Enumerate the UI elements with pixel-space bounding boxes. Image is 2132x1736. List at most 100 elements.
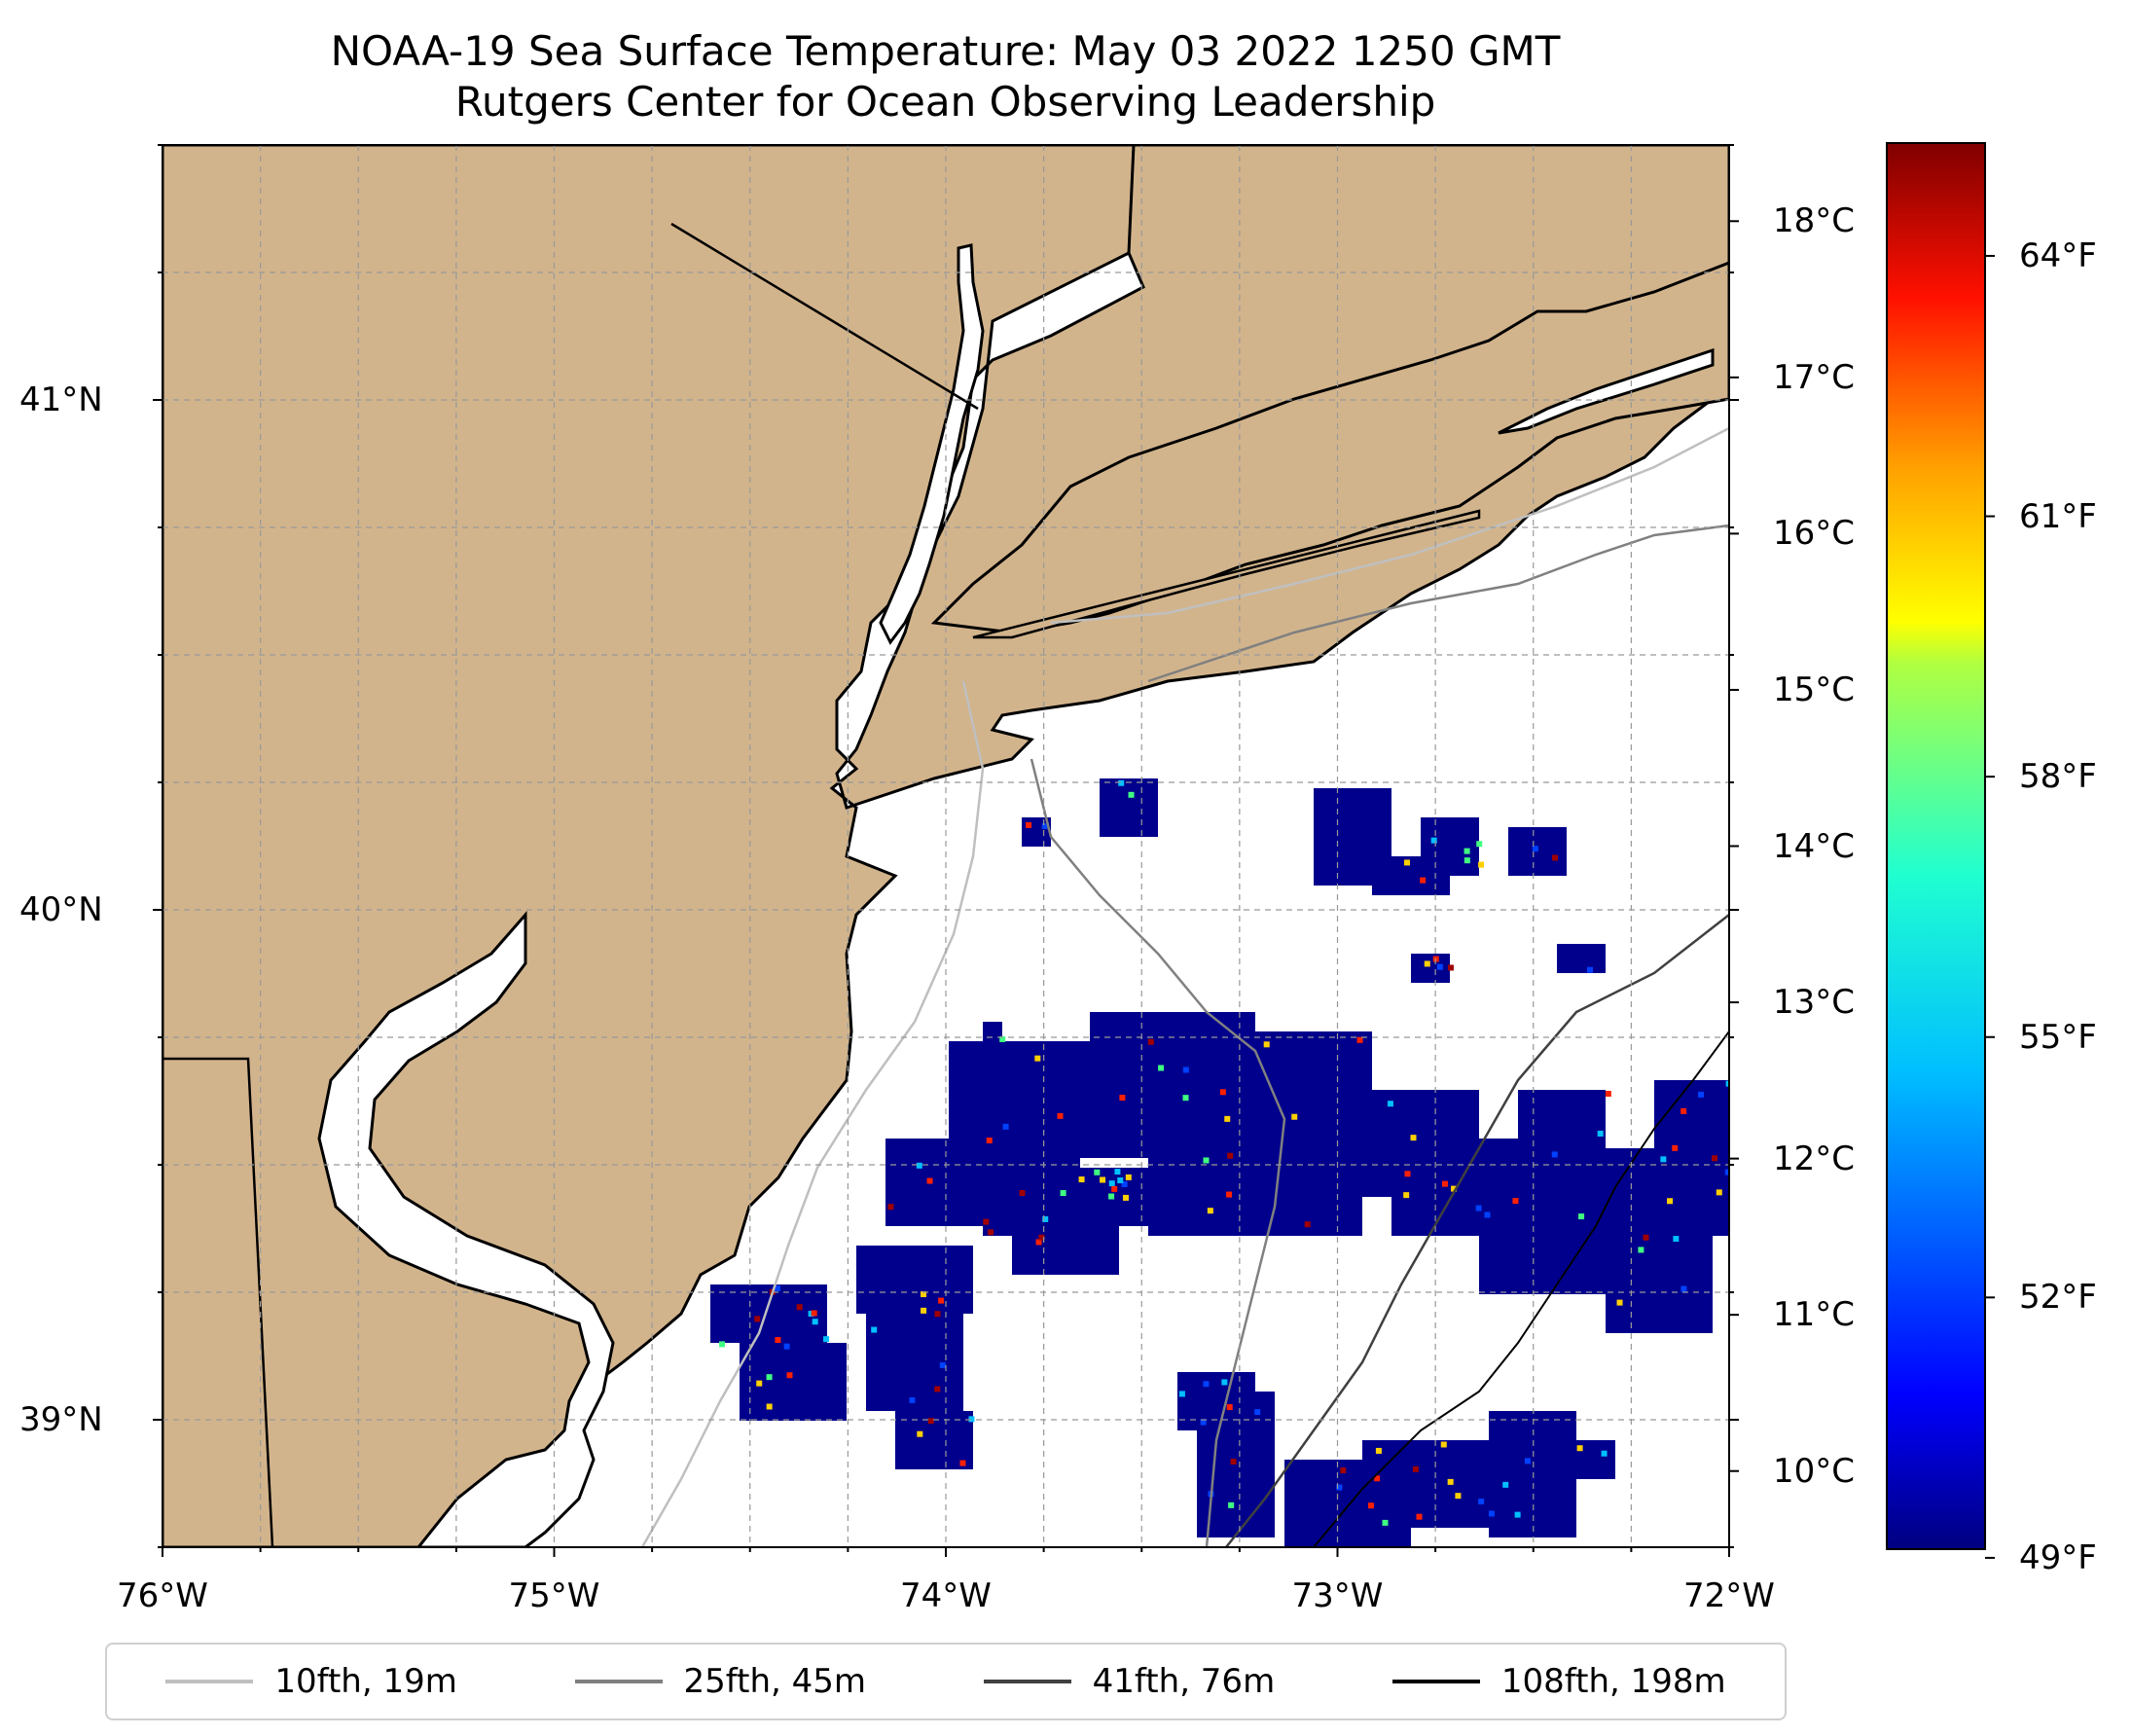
sst-warm-pixel [1227,1152,1234,1159]
legend-label: 108fth, 198m [1500,1662,1726,1701]
sst-warm-pixel [1182,1067,1189,1073]
sst-warm-pixel [1224,1115,1231,1122]
sst-warm-pixel [1724,1169,1729,1175]
sst-warm-pixel [1643,1234,1649,1241]
sst-warm-pixel [1673,1236,1680,1243]
sst-warm-pixel [1367,1502,1374,1509]
sst-warm-pixel [1057,1112,1064,1119]
sst-warm-pixel [921,1307,927,1314]
legend-line-swatch [574,1680,663,1683]
sst-warm-pixel [1226,1404,1233,1411]
sst-warm-pixel [1725,1080,1729,1087]
sst-warm-pixel [1230,1459,1237,1465]
sst-warm-pixel [983,1218,990,1225]
legend-item: 25fth, 45m [574,1662,867,1701]
sst-warm-pixel [1002,1123,1009,1130]
celsius-tick-label: 14°C [1773,826,1856,866]
sst-warm-pixel [1660,1156,1667,1163]
sst-warm-pixel [1488,1510,1495,1517]
sst-warm-pixel [1203,1157,1210,1164]
sst-cold-patch [740,1343,847,1421]
sst-warm-pixel [1219,1089,1226,1096]
state-border-ny-nj [670,222,979,411]
sst-warm-pixel [1158,1065,1165,1071]
legend-label: 10fth, 19m [274,1662,457,1701]
sst-warm-pixel [1042,1216,1049,1223]
contour-198m [1313,1031,1729,1547]
sst-cold-patch [895,1411,973,1469]
sst-warm-pixel [1060,1190,1066,1197]
sst-cold-patch [1090,1012,1255,1090]
contour-19m [640,426,1729,1547]
sst-warm-pixel [1182,1095,1189,1102]
sst-warm-pixel [927,1418,934,1425]
sst-warm-pixel [1532,846,1538,852]
sst-warm-pixel [1463,857,1470,864]
fahrenheit-tick-label: 64°F [2019,235,2097,275]
long-island-bay [1498,347,1715,435]
lat-tick-label: 40°N [19,890,103,929]
sst-cold-patch [1557,944,1606,973]
state-border-de [163,1057,274,1547]
sst-warm-pixel [1117,1177,1124,1184]
sst-warm-pixel [1374,1475,1381,1482]
legend-item: 41fth, 76m [983,1662,1276,1701]
sst-warm-pixel [1455,1493,1462,1500]
sst-warm-pixel [1672,1144,1679,1151]
sst-warm-pixel [754,1316,761,1322]
sst-warm-pixel [1512,1198,1519,1205]
sst-warm-pixel [1203,1381,1210,1388]
sst-warm-pixel [887,1204,894,1211]
sst-warm-pixel [1412,1465,1419,1472]
legend-item: 108fth, 198m [1391,1662,1726,1701]
sst-warm-pixel [938,1297,945,1304]
sst-warm-pixel [999,1035,1006,1042]
sst-warm-pixel [1078,1176,1085,1183]
celsius-tick-label: 16°C [1773,514,1856,554]
sst-cold-patch [866,1294,963,1411]
fahrenheit-tick-label: 52°F [2019,1278,2097,1318]
legend-label: 41fth, 76m [1092,1662,1276,1701]
sst-warm-pixel [934,1386,941,1392]
sst-warm-pixel [1026,821,1032,828]
depth-contour-legend: 10fth, 19m 25fth, 45m 41fth, 76m 108fth, 19… [105,1643,1787,1720]
celsius-tick-label: 11°C [1773,1295,1856,1335]
map-ticks [153,144,1739,1557]
sst-warm-pixel [1403,859,1410,866]
delaware-bay [317,911,615,1547]
sst-warm-pixel [1108,1193,1115,1200]
sst-warm-pixel [1430,837,1437,844]
sst-warm-pixel [1432,956,1439,962]
celsius-tick-label: 18°C [1773,201,1856,241]
sst-warm-pixel [909,1396,916,1403]
celsius-tick-label: 13°C [1773,983,1856,1023]
lat-tick-label: 41°N [19,380,103,419]
sst-cold-patch [1489,1411,1576,1537]
sst-warm-pixel [1340,1467,1347,1474]
sst-warm-pixel [756,1380,763,1387]
sst-warm-pixel [1605,1090,1611,1097]
lon-tick-label: 73°W [1291,1576,1384,1615]
sst-warm-pixel [1586,966,1593,973]
lon-tick-label: 74°W [900,1576,992,1615]
sst-warm-pixel [1475,1205,1482,1212]
fahrenheit-tick-label: 49°F [2019,1537,2097,1577]
sst-warm-pixel [934,1311,941,1318]
sst-warm-pixel [1019,1189,1026,1196]
legend-label: 25fth, 45m [683,1662,867,1701]
sst-warm-pixel [986,1137,993,1143]
celsius-tick-label: 10°C [1773,1451,1856,1491]
sst-warm-pixel [1410,1135,1417,1141]
sst-warm-pixel [1108,1180,1115,1187]
map-subtitle: Rutgers Center for Ocean Observing Leade… [454,78,1436,126]
sst-warm-pixel [1424,960,1430,967]
sst-warm-pixel [1616,1299,1623,1306]
sst-warm-pixel [766,1403,773,1410]
sst-warm-pixel [1094,1169,1101,1175]
sst-warm-pixel [1484,1212,1491,1218]
sst-warm-pixel [1552,854,1559,861]
sst-warm-pixel [1524,1458,1531,1465]
sst-warm-pixel [1440,1441,1447,1448]
legend-line-swatch [1391,1680,1480,1683]
sst-warm-pixel [988,1229,994,1236]
